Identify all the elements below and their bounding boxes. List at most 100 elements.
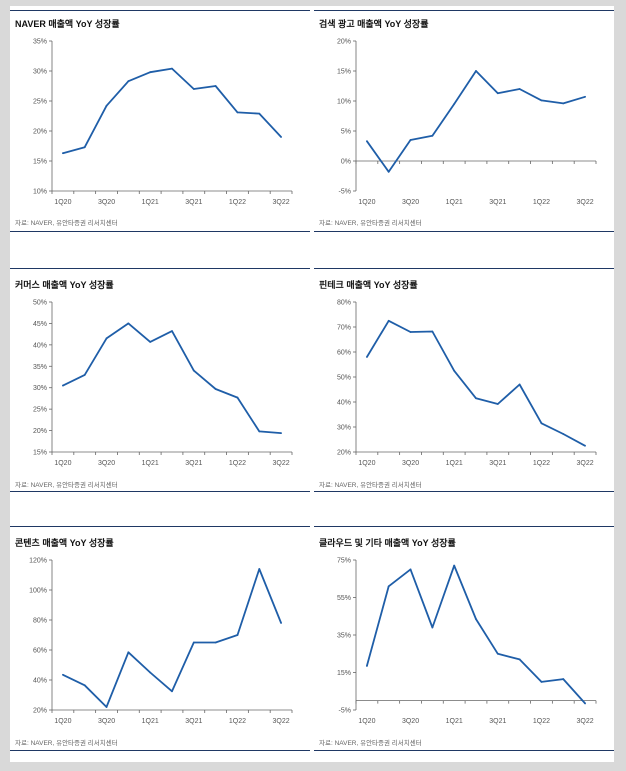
data-point <box>496 92 499 95</box>
data-point <box>105 706 108 708</box>
panel-fintech-revenue: 핀테크 매출액 YoY 성장률 20% 30% 40% 50% 60% 70% 80% 1Q2… <box>314 264 614 504</box>
y-tick-label: 15% <box>33 450 47 457</box>
data-point <box>62 152 64 155</box>
data-point <box>192 369 195 372</box>
x-tick-label: 3Q20 <box>98 718 115 725</box>
bottom-rule <box>314 491 614 492</box>
data-point <box>540 422 543 425</box>
y-tick-label: 45% <box>33 321 47 328</box>
chart-commerce-revenue-yoy: 15% 20% 25% 30% 35% 40% 45% 50% 1Q20 3Q20 1Q21 3Q21… <box>33 300 293 467</box>
y-tick-label: 120% <box>29 558 47 565</box>
x-tick-label: 1Q22 <box>229 199 246 206</box>
chart-fintech-revenue-yoy: 20% 30% 40% 50% 60% 70% 80% 1Q20 3Q20 1Q21 3Q21 1Q2… <box>337 300 597 467</box>
y-tick-label: 70% <box>337 325 351 332</box>
series-line <box>366 70 586 173</box>
top-rule <box>10 526 310 527</box>
data-point <box>62 384 64 387</box>
top-rule <box>314 268 614 269</box>
data-point <box>127 80 130 83</box>
x-tick-label: 1Q20 <box>358 199 375 206</box>
y-tick-label: 80% <box>337 300 351 307</box>
series-line <box>62 67 282 155</box>
source-note: 자료: NAVER, 유안타증권 리서치센터 <box>319 482 422 489</box>
data-point <box>149 671 152 674</box>
y-tick-label: 25% <box>33 407 47 414</box>
data-point <box>431 626 434 629</box>
series-line <box>366 319 586 447</box>
data-point <box>236 396 239 399</box>
y-tick-label: 20% <box>337 39 351 46</box>
data-point <box>409 568 412 571</box>
series-line <box>366 564 586 705</box>
y-tick-label: -5% <box>339 189 351 196</box>
x-tick-label: 3Q21 <box>489 199 506 206</box>
y-tick-label: 15% <box>337 670 351 677</box>
source-note: 자료: NAVER, 유안타증권 리서치센터 <box>319 740 422 747</box>
y-tick-label: 15% <box>337 69 351 76</box>
x-tick-label: 1Q22 <box>533 718 550 725</box>
x-tick-label: 3Q21 <box>489 460 506 467</box>
y-tick-label: 30% <box>337 425 351 432</box>
chart-cloud-other-revenue-yoy: -5% 15% 35% 55% 75% 1Q20 3Q20 1Q21 3Q21 1Q22 3Q22 <box>337 558 597 725</box>
y-tick-label: 20% <box>33 129 47 136</box>
y-tick-label: 75% <box>337 558 351 565</box>
data-point <box>62 673 64 676</box>
x-tick-label: 3Q21 <box>185 718 202 725</box>
y-tick-label: 35% <box>33 364 47 371</box>
source-note: 자료: NAVER, 유안타증권 리서치센터 <box>15 482 118 489</box>
x-tick-label: 1Q22 <box>229 460 246 467</box>
data-point <box>149 340 152 343</box>
data-point <box>280 432 282 435</box>
bottom-rule <box>10 491 310 492</box>
y-tick-label: -5% <box>339 708 351 715</box>
data-point <box>453 369 456 372</box>
data-point <box>366 665 368 667</box>
bottom-rule <box>10 231 310 232</box>
x-tick-label: 1Q20 <box>358 718 375 725</box>
data-point <box>584 702 586 705</box>
y-tick-label: 10% <box>33 189 47 196</box>
chart-title: 커머스 매출액 YoY 성장률 <box>15 280 114 290</box>
data-point <box>387 319 390 322</box>
y-tick-label: 20% <box>337 450 351 457</box>
x-tick-label: 1Q21 <box>142 718 159 725</box>
data-point <box>105 337 108 340</box>
series-line <box>62 322 282 434</box>
data-point <box>258 112 261 115</box>
data-point <box>149 71 152 74</box>
bottom-rule <box>10 750 310 751</box>
y-tick-label: 60% <box>337 350 351 357</box>
x-tick-label: 3Q20 <box>402 718 419 725</box>
data-point <box>453 564 456 567</box>
x-tick-label: 3Q21 <box>185 460 202 467</box>
data-point <box>562 433 565 435</box>
top-rule <box>10 10 310 11</box>
y-tick-label: 55% <box>337 595 351 602</box>
data-point <box>584 444 586 447</box>
panel-commerce-revenue: 커머스 매출액 YoY 성장률 15% 20% 25% 30% 35% 40% 45% 50%… <box>10 264 310 504</box>
x-tick-label: 1Q21 <box>446 460 463 467</box>
panel-contents-revenue: 콘텐츠 매출액 YoY 성장률 20% 40% 60% 80% 100% 120% 1Q20… <box>10 522 310 762</box>
chart-search-ads-revenue-yoy: -5% 0% 5% 10% 15% 20% 1Q20 3Q20 1Q21 3Q21 1Q22 3Q22 <box>337 39 597 206</box>
x-tick-label: 3Q22 <box>577 199 594 206</box>
chart-title: NAVER 매출액 YoY 성장률 <box>15 19 120 29</box>
y-tick-label: 20% <box>33 428 47 435</box>
data-point <box>496 652 499 655</box>
x-tick-label: 3Q21 <box>185 199 202 206</box>
x-tick-label: 1Q20 <box>358 460 375 467</box>
data-point <box>258 430 261 433</box>
chart-title: 클라우드 및 기타 매출액 YoY 성장률 <box>319 538 456 548</box>
y-tick-label: 80% <box>33 618 47 625</box>
data-point <box>518 88 521 90</box>
data-point <box>409 139 412 141</box>
data-point <box>387 585 390 588</box>
data-point <box>83 684 86 687</box>
chart-contents-revenue-yoy: 20% 40% 60% 80% 100% 120% 1Q20 3Q20 1Q21 3Q21 1Q22… <box>29 558 293 725</box>
source-note: 자료: NAVER, 유안타증권 리서치센터 <box>319 220 422 227</box>
chart-naver-revenue-yoy: 10% 15% 20% 25% 30% 35% 1Q20 3Q20 1Q21 3Q21 1Q22 3Q… <box>33 39 293 206</box>
data-point <box>518 658 521 661</box>
chart-title: 콘텐츠 매출액 YoY 성장률 <box>15 538 114 548</box>
y-tick-label: 35% <box>33 39 47 46</box>
panel-naver-revenue: NAVER 매출액 YoY 성장률 10% 15% 20% 25% 30% 35% 1Q20… <box>10 6 310 246</box>
data-point <box>280 622 282 624</box>
